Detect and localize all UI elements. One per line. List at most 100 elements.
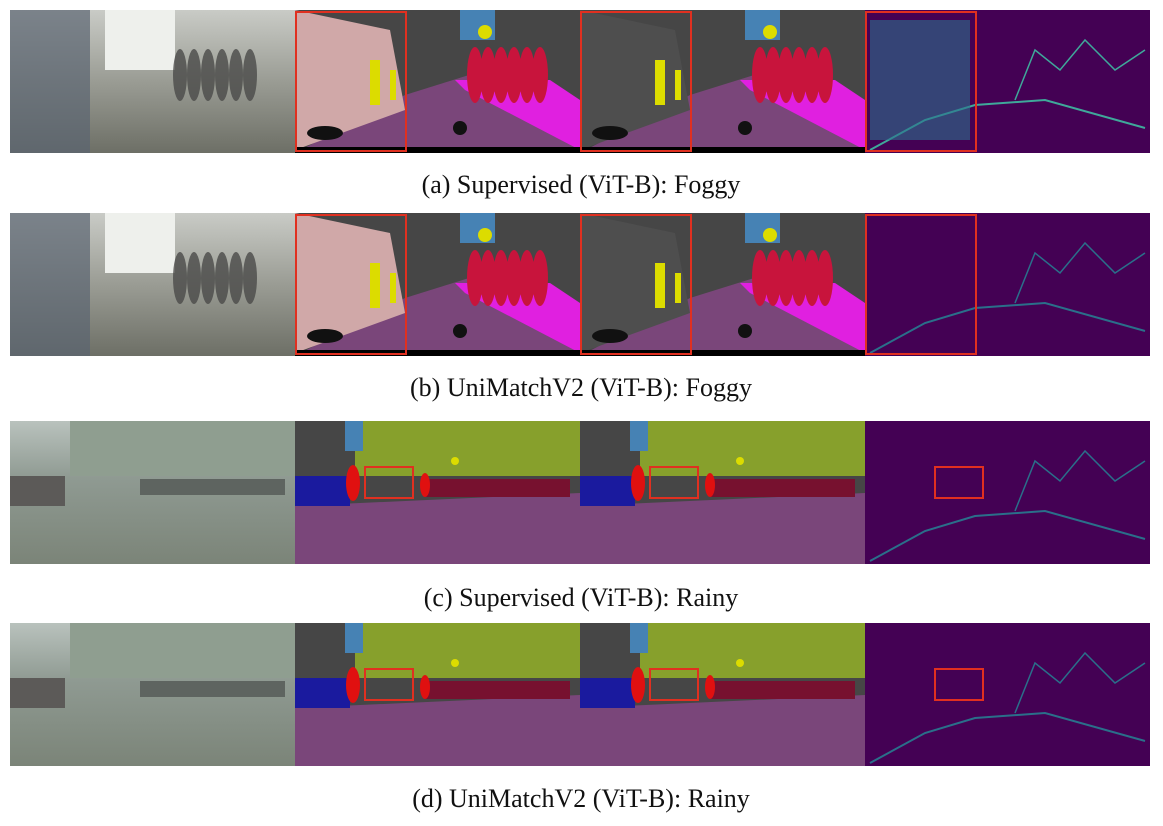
sign xyxy=(451,457,459,465)
person xyxy=(791,47,807,103)
sky xyxy=(630,421,648,451)
sign xyxy=(451,659,459,667)
hood xyxy=(295,350,580,356)
car xyxy=(307,126,343,140)
caption: (b) UniMatchV2 (ViT-B): Foggy xyxy=(410,373,752,402)
car xyxy=(580,476,635,506)
person xyxy=(519,250,535,306)
highlight-box xyxy=(580,11,692,152)
person xyxy=(532,250,548,306)
sign xyxy=(478,25,492,39)
wall xyxy=(580,10,690,150)
sky xyxy=(345,623,363,653)
caption: (a) Supervised (ViT-B): Foggy xyxy=(422,170,741,199)
person xyxy=(631,667,645,703)
person xyxy=(817,47,833,103)
car xyxy=(592,329,628,343)
person xyxy=(705,675,715,699)
person xyxy=(506,250,522,306)
car xyxy=(592,126,628,140)
highlight-box xyxy=(580,214,692,355)
person xyxy=(420,473,430,497)
pole xyxy=(675,273,681,303)
highlight-box xyxy=(364,466,414,499)
hood xyxy=(295,147,580,153)
error-bg xyxy=(865,623,1150,766)
pole xyxy=(390,70,396,100)
person xyxy=(752,250,768,306)
photo-person xyxy=(173,49,187,101)
car xyxy=(295,678,350,708)
photo-person xyxy=(215,49,229,101)
person xyxy=(480,47,496,103)
edge xyxy=(869,711,1146,764)
person xyxy=(791,250,807,306)
sign xyxy=(478,228,492,242)
logo xyxy=(738,324,752,338)
photo-person xyxy=(243,49,257,101)
logo xyxy=(453,324,467,338)
highlight-box xyxy=(295,11,407,152)
person xyxy=(467,250,483,306)
photo-person xyxy=(215,252,229,304)
photo-person xyxy=(229,252,243,304)
photo-person xyxy=(187,252,201,304)
pole xyxy=(390,273,396,303)
photo-cars xyxy=(10,476,65,506)
person xyxy=(480,250,496,306)
person xyxy=(346,465,360,501)
caption: (c) Supervised (ViT-B): Rainy xyxy=(424,583,738,612)
photo-light xyxy=(105,10,175,70)
pole xyxy=(655,263,665,308)
bikes xyxy=(425,681,570,699)
hood xyxy=(580,147,865,153)
edge xyxy=(1014,651,1146,714)
pole xyxy=(655,60,665,105)
bikes xyxy=(425,479,570,497)
photo-trees xyxy=(70,421,295,476)
photo-wall xyxy=(10,10,90,153)
photo-cars xyxy=(10,678,65,708)
sky xyxy=(345,421,363,451)
photo-person xyxy=(243,252,257,304)
photo-person xyxy=(201,49,215,101)
person xyxy=(778,250,794,306)
edge xyxy=(1014,449,1146,512)
photo-person xyxy=(229,49,243,101)
highlight-box xyxy=(295,214,407,355)
wall xyxy=(295,213,405,353)
highlight-box xyxy=(649,466,699,499)
person xyxy=(752,47,768,103)
sign xyxy=(736,659,744,667)
person xyxy=(804,250,820,306)
photo-wall xyxy=(10,213,90,356)
highlight-box xyxy=(649,668,699,701)
edge xyxy=(1014,241,1146,304)
photo-trees xyxy=(70,623,295,678)
road xyxy=(580,695,865,766)
road xyxy=(580,493,865,564)
person xyxy=(705,473,715,497)
highlight-box xyxy=(934,466,984,499)
sign xyxy=(736,457,744,465)
bikes xyxy=(710,479,855,497)
error-bg xyxy=(865,213,1150,356)
wall xyxy=(295,10,405,150)
error-blob xyxy=(870,20,970,140)
person xyxy=(506,47,522,103)
pole xyxy=(370,263,380,308)
hood xyxy=(580,350,865,356)
sign xyxy=(763,228,777,242)
pole xyxy=(675,70,681,100)
person xyxy=(467,47,483,103)
person xyxy=(778,47,794,103)
photo-person xyxy=(187,49,201,101)
person xyxy=(817,250,833,306)
sign xyxy=(763,25,777,39)
caption: (d) UniMatchV2 (ViT-B): Rainy xyxy=(412,784,750,813)
car xyxy=(307,329,343,343)
highlight-box xyxy=(865,214,977,355)
error-bg xyxy=(865,421,1150,564)
person xyxy=(493,47,509,103)
